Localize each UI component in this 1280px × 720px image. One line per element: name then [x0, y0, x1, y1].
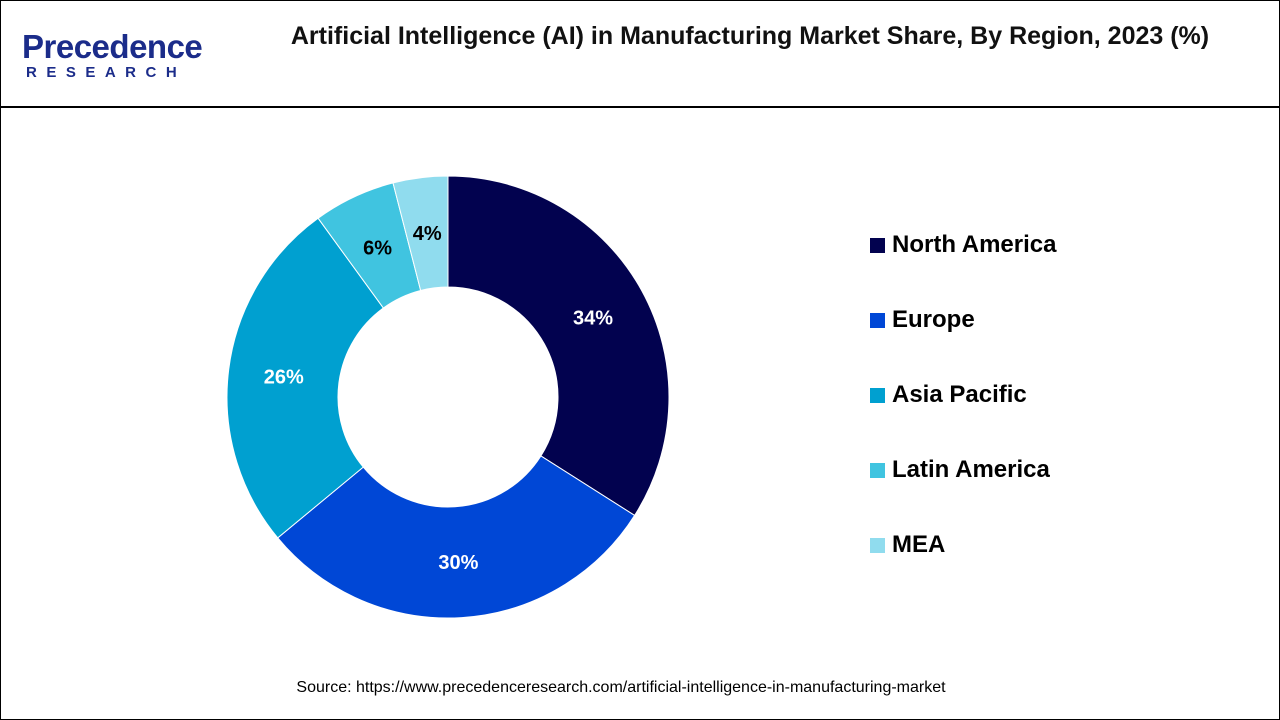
legend-label: Asia Pacific — [892, 381, 1027, 408]
legend-item: Latin America — [870, 455, 1050, 485]
legend-label: North America — [892, 231, 1057, 258]
logo-text: Precedence — [22, 28, 203, 65]
legend-label: MEA — [892, 531, 946, 558]
legend-label: Europe — [892, 306, 975, 333]
legend-label: Latin America — [892, 456, 1050, 483]
slice-north-america — [447, 175, 670, 517]
chart-title: Artificial Intelligence (AI) in Manufact… — [290, 22, 1210, 50]
legend-item: MEA — [870, 530, 945, 560]
slice-europe — [277, 455, 636, 619]
data-label: 26% — [264, 366, 304, 388]
slice-asia-pacific — [226, 217, 385, 539]
legend-swatch — [870, 462, 885, 478]
logo-subtext: RESEARCH — [26, 64, 187, 81]
logo: Precedence RESEARCH — [22, 28, 222, 84]
legend-item: Asia Pacific — [870, 380, 1027, 410]
slice-mea — [392, 175, 449, 292]
data-label: 6% — [363, 237, 392, 259]
legend-swatch — [870, 537, 885, 553]
legend-swatch — [870, 312, 885, 328]
legend-item: Europe — [870, 305, 975, 335]
legend-swatch — [870, 237, 885, 253]
header: Precedence RESEARCH Artificial Intellige… — [0, 0, 1280, 108]
data-label: 34% — [573, 307, 613, 329]
data-label: 30% — [438, 552, 478, 574]
source-note: Source: https://www.precedenceresearch.c… — [296, 679, 946, 696]
legend-item: North America — [870, 230, 1056, 260]
data-label: 4% — [413, 223, 442, 245]
legend-swatch — [870, 387, 885, 403]
